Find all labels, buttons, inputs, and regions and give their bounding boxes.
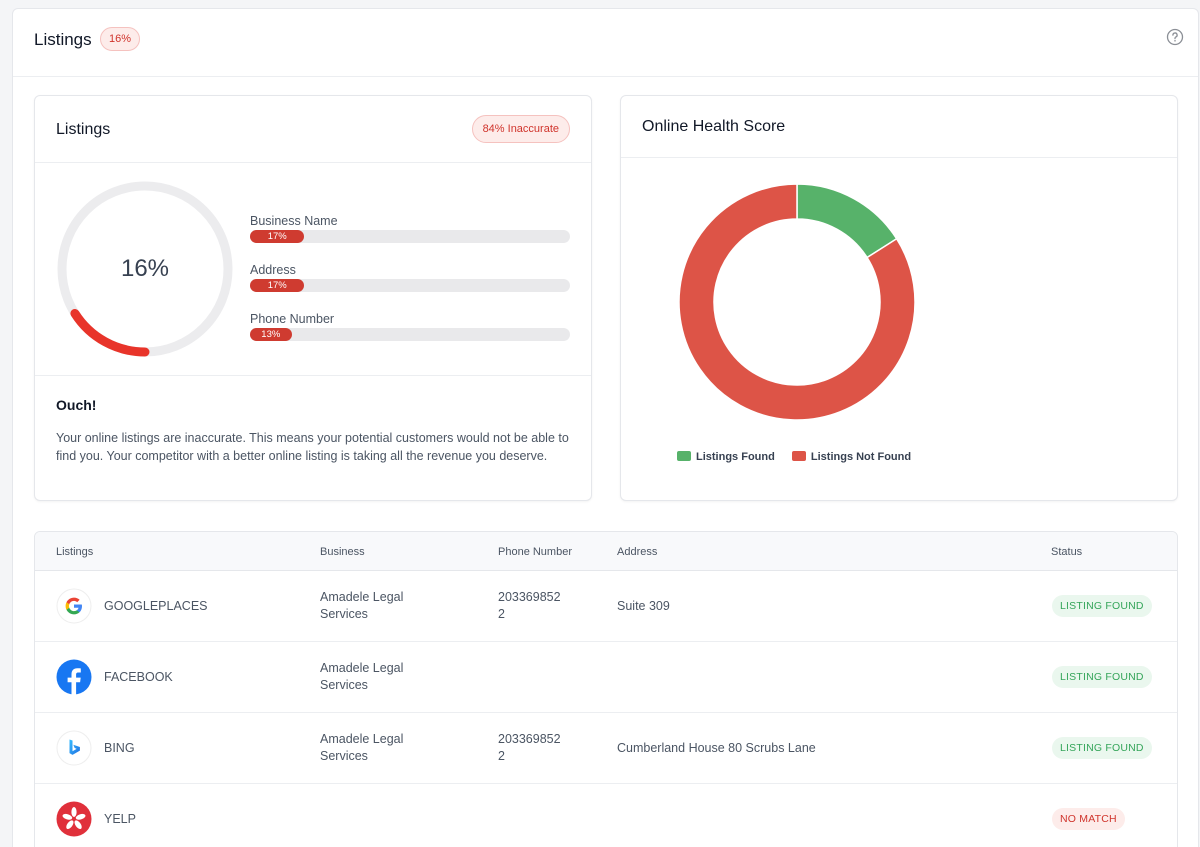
health-card-title: Online Health Score: [642, 118, 786, 135]
column-header-status: Status: [1051, 546, 1083, 558]
business-name: Amadele Legal Services: [320, 661, 404, 692]
panel-header: Listings 16%: [13, 9, 1198, 77]
listing-name: GOOGLEPLACES: [104, 599, 208, 613]
score-gauge-arc: [70, 308, 150, 357]
legend-item-found: Listings Found: [677, 451, 775, 463]
legend-item-not-found: Listings Not Found: [791, 451, 912, 463]
message-body: Your online listings are inaccurate. Thi…: [56, 431, 569, 463]
metric-track: 17%: [250, 230, 570, 243]
metric-fill: 17%: [250, 230, 305, 243]
help-icon[interactable]: [1166, 28, 1184, 46]
metric-address: Address 17%: [250, 263, 570, 292]
business-name: Amadele Legal Services: [320, 590, 404, 621]
phone-number: 203369852 2: [498, 732, 561, 763]
column-header-business: Business: [320, 546, 365, 558]
metric-fill: 13%: [250, 328, 292, 341]
status-badge: NO MATCH: [1052, 808, 1125, 830]
panel-score-badge: 16%: [100, 27, 141, 51]
score-gauge: [57, 181, 233, 357]
table-row[interactable]: BING Amadele Legal Services 203369852 2 Cu…: [35, 713, 1177, 784]
address: Cumberland House 80 Scrubs Lane: [617, 741, 816, 755]
facebook-icon: [56, 659, 92, 695]
listings-panel: Listings 16% Listings 84% Inaccurate 16%…: [12, 8, 1199, 847]
metric-track: 13%: [250, 328, 570, 341]
metric-label: Address: [250, 263, 296, 277]
table-row[interactable]: FACEBOOK Amadele Legal Services LISTING F…: [35, 642, 1177, 713]
legend-swatch-found: [677, 451, 691, 461]
metric-fill: 17%: [250, 279, 305, 292]
donut-slice-listings-found: [796, 183, 898, 259]
google-icon: [56, 588, 92, 624]
chart-legend: Listings Found Listings Not Found: [677, 451, 925, 463]
status-badge: LISTING FOUND: [1052, 595, 1152, 617]
metric-label: Business Name: [250, 214, 338, 228]
table-row[interactable]: YELP NO MATCH: [35, 784, 1177, 847]
status-badge: LISTING FOUND: [1052, 666, 1152, 688]
score-value: 16%: [120, 255, 170, 282]
bing-icon: [56, 730, 92, 766]
listing-name: FACEBOOK: [104, 670, 173, 684]
health-card-header: Online Health Score: [621, 96, 1177, 158]
listings-card-title: Listings: [56, 121, 111, 138]
message-title: Ouch!: [56, 397, 97, 413]
legend-label-not-found: Listings Not Found: [810, 451, 912, 463]
card-divider: [35, 375, 591, 376]
panel-title: Listings: [34, 30, 92, 49]
inaccurate-badge: 84% Inaccurate: [471, 115, 570, 143]
phone-number: 203369852 2: [498, 590, 561, 621]
metric-phone-number: Phone Number 13%: [250, 312, 570, 341]
legend-label-found: Listings Found: [696, 451, 775, 463]
metric-business-name: Business Name 17%: [250, 214, 570, 243]
listing-name: BING: [104, 741, 135, 755]
health-donut-chart: [678, 183, 916, 421]
donut-slice-listings-not-found: [678, 183, 916, 421]
listings-card-header: Listings 84% Inaccurate: [35, 96, 591, 163]
health-score-card: Online Health Score Listings Found Listi…: [620, 95, 1178, 501]
listings-table: Listings Business Phone Number Address S…: [34, 531, 1178, 847]
listing-name: YELP: [104, 812, 136, 826]
table-row[interactable]: GOOGLEPLACES Amadele Legal Services 20336…: [35, 571, 1177, 642]
status-badge: LISTING FOUND: [1052, 737, 1152, 759]
column-header-phone: Phone Number: [498, 546, 572, 558]
business-name: Amadele Legal Services: [320, 732, 404, 763]
table-header: Listings Business Phone Number Address S…: [35, 532, 1177, 571]
legend-swatch-not-found: [791, 451, 806, 461]
address: Suite 309: [617, 599, 670, 613]
listings-card: Listings 84% Inaccurate 16% Business Nam…: [34, 95, 592, 501]
column-header-listings: Listings: [56, 546, 94, 558]
column-header-address: Address: [617, 546, 658, 558]
metric-label: Phone Number: [250, 312, 335, 326]
metric-track: 17%: [250, 279, 570, 292]
yelp-icon: [56, 801, 92, 837]
